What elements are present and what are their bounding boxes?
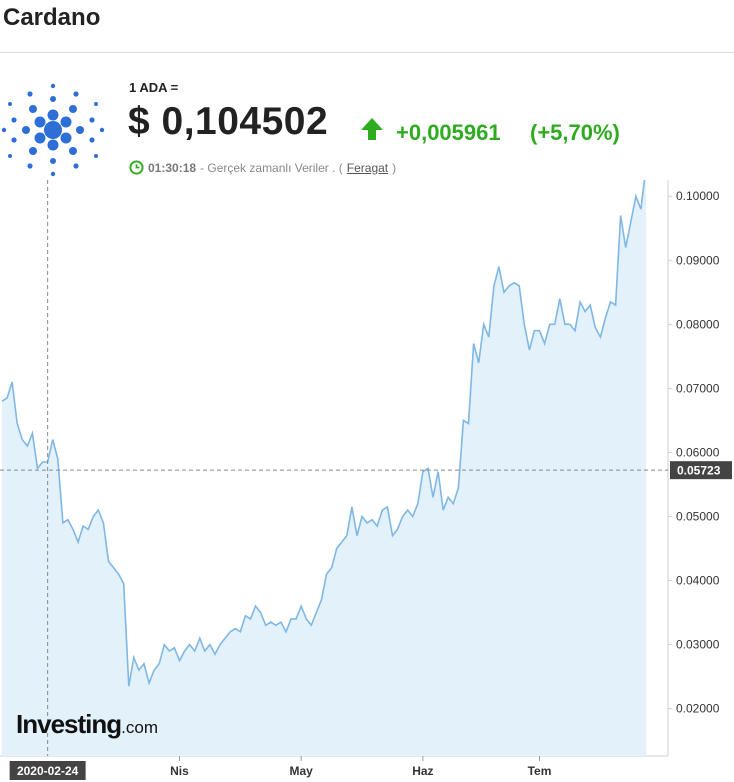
- price-chart[interactable]: 0.10000 0.09000 0.08000 0.07000 0.06000 0.050…: [0, 180, 734, 782]
- y-tick-label: 0.07000: [676, 381, 720, 395]
- y-tick-label: 0.10000: [676, 189, 720, 203]
- clock-icon: [129, 160, 144, 175]
- cardano-logo-icon: [1, 83, 105, 177]
- update-time: 01:30:18: [148, 160, 197, 175]
- investing-watermark: Investing .com: [16, 709, 158, 743]
- y-tick-label: 0.03000: [676, 638, 720, 652]
- y-tick-label: 0.08000: [676, 317, 720, 331]
- page-title: Cardano: [3, 4, 101, 31]
- y-tick-label: 0.02000: [676, 702, 720, 716]
- x-tick-label: Tem: [528, 764, 552, 778]
- price-change: +0,005961: [396, 120, 501, 145]
- y-tick-label: 0.05000: [676, 509, 720, 523]
- realtime-info: 01:30:18 - Gerçek zamanlı Veriler . ( Fe…: [129, 160, 396, 175]
- header-divider: [0, 52, 734, 53]
- crosshair-y-label: 0.05723: [677, 464, 721, 478]
- x-tick-label: Nis: [170, 764, 189, 778]
- price-value: $ 0,104502: [128, 100, 329, 143]
- price-change-percent: (+5,70%): [530, 120, 620, 145]
- crosshair-x-label: 2020-02-24: [17, 764, 79, 778]
- crosshair-x-badge: [9, 761, 86, 780]
- crosshair-y-badge: [670, 461, 732, 480]
- price-area: [2, 180, 646, 756]
- y-tick-label: 0.09000: [676, 253, 720, 267]
- unit-label: 1 ADA =: [129, 80, 179, 95]
- realtime-text: - Gerçek zamanlı Veriler . (: [200, 160, 343, 175]
- x-tick-label: Haz: [412, 764, 433, 778]
- y-tick-label: 0.04000: [676, 574, 720, 588]
- realtime-close: ): [392, 160, 397, 175]
- price-line: [1, 180, 646, 687]
- arrow-up-icon: [361, 118, 383, 140]
- watermark-brand: Investing: [16, 709, 122, 739]
- x-tick-label: May: [290, 764, 314, 778]
- y-tick-label: 0.06000: [676, 445, 720, 459]
- disclaimer-link[interactable]: Feragat: [346, 160, 389, 175]
- watermark-domain: .com: [121, 718, 158, 737]
